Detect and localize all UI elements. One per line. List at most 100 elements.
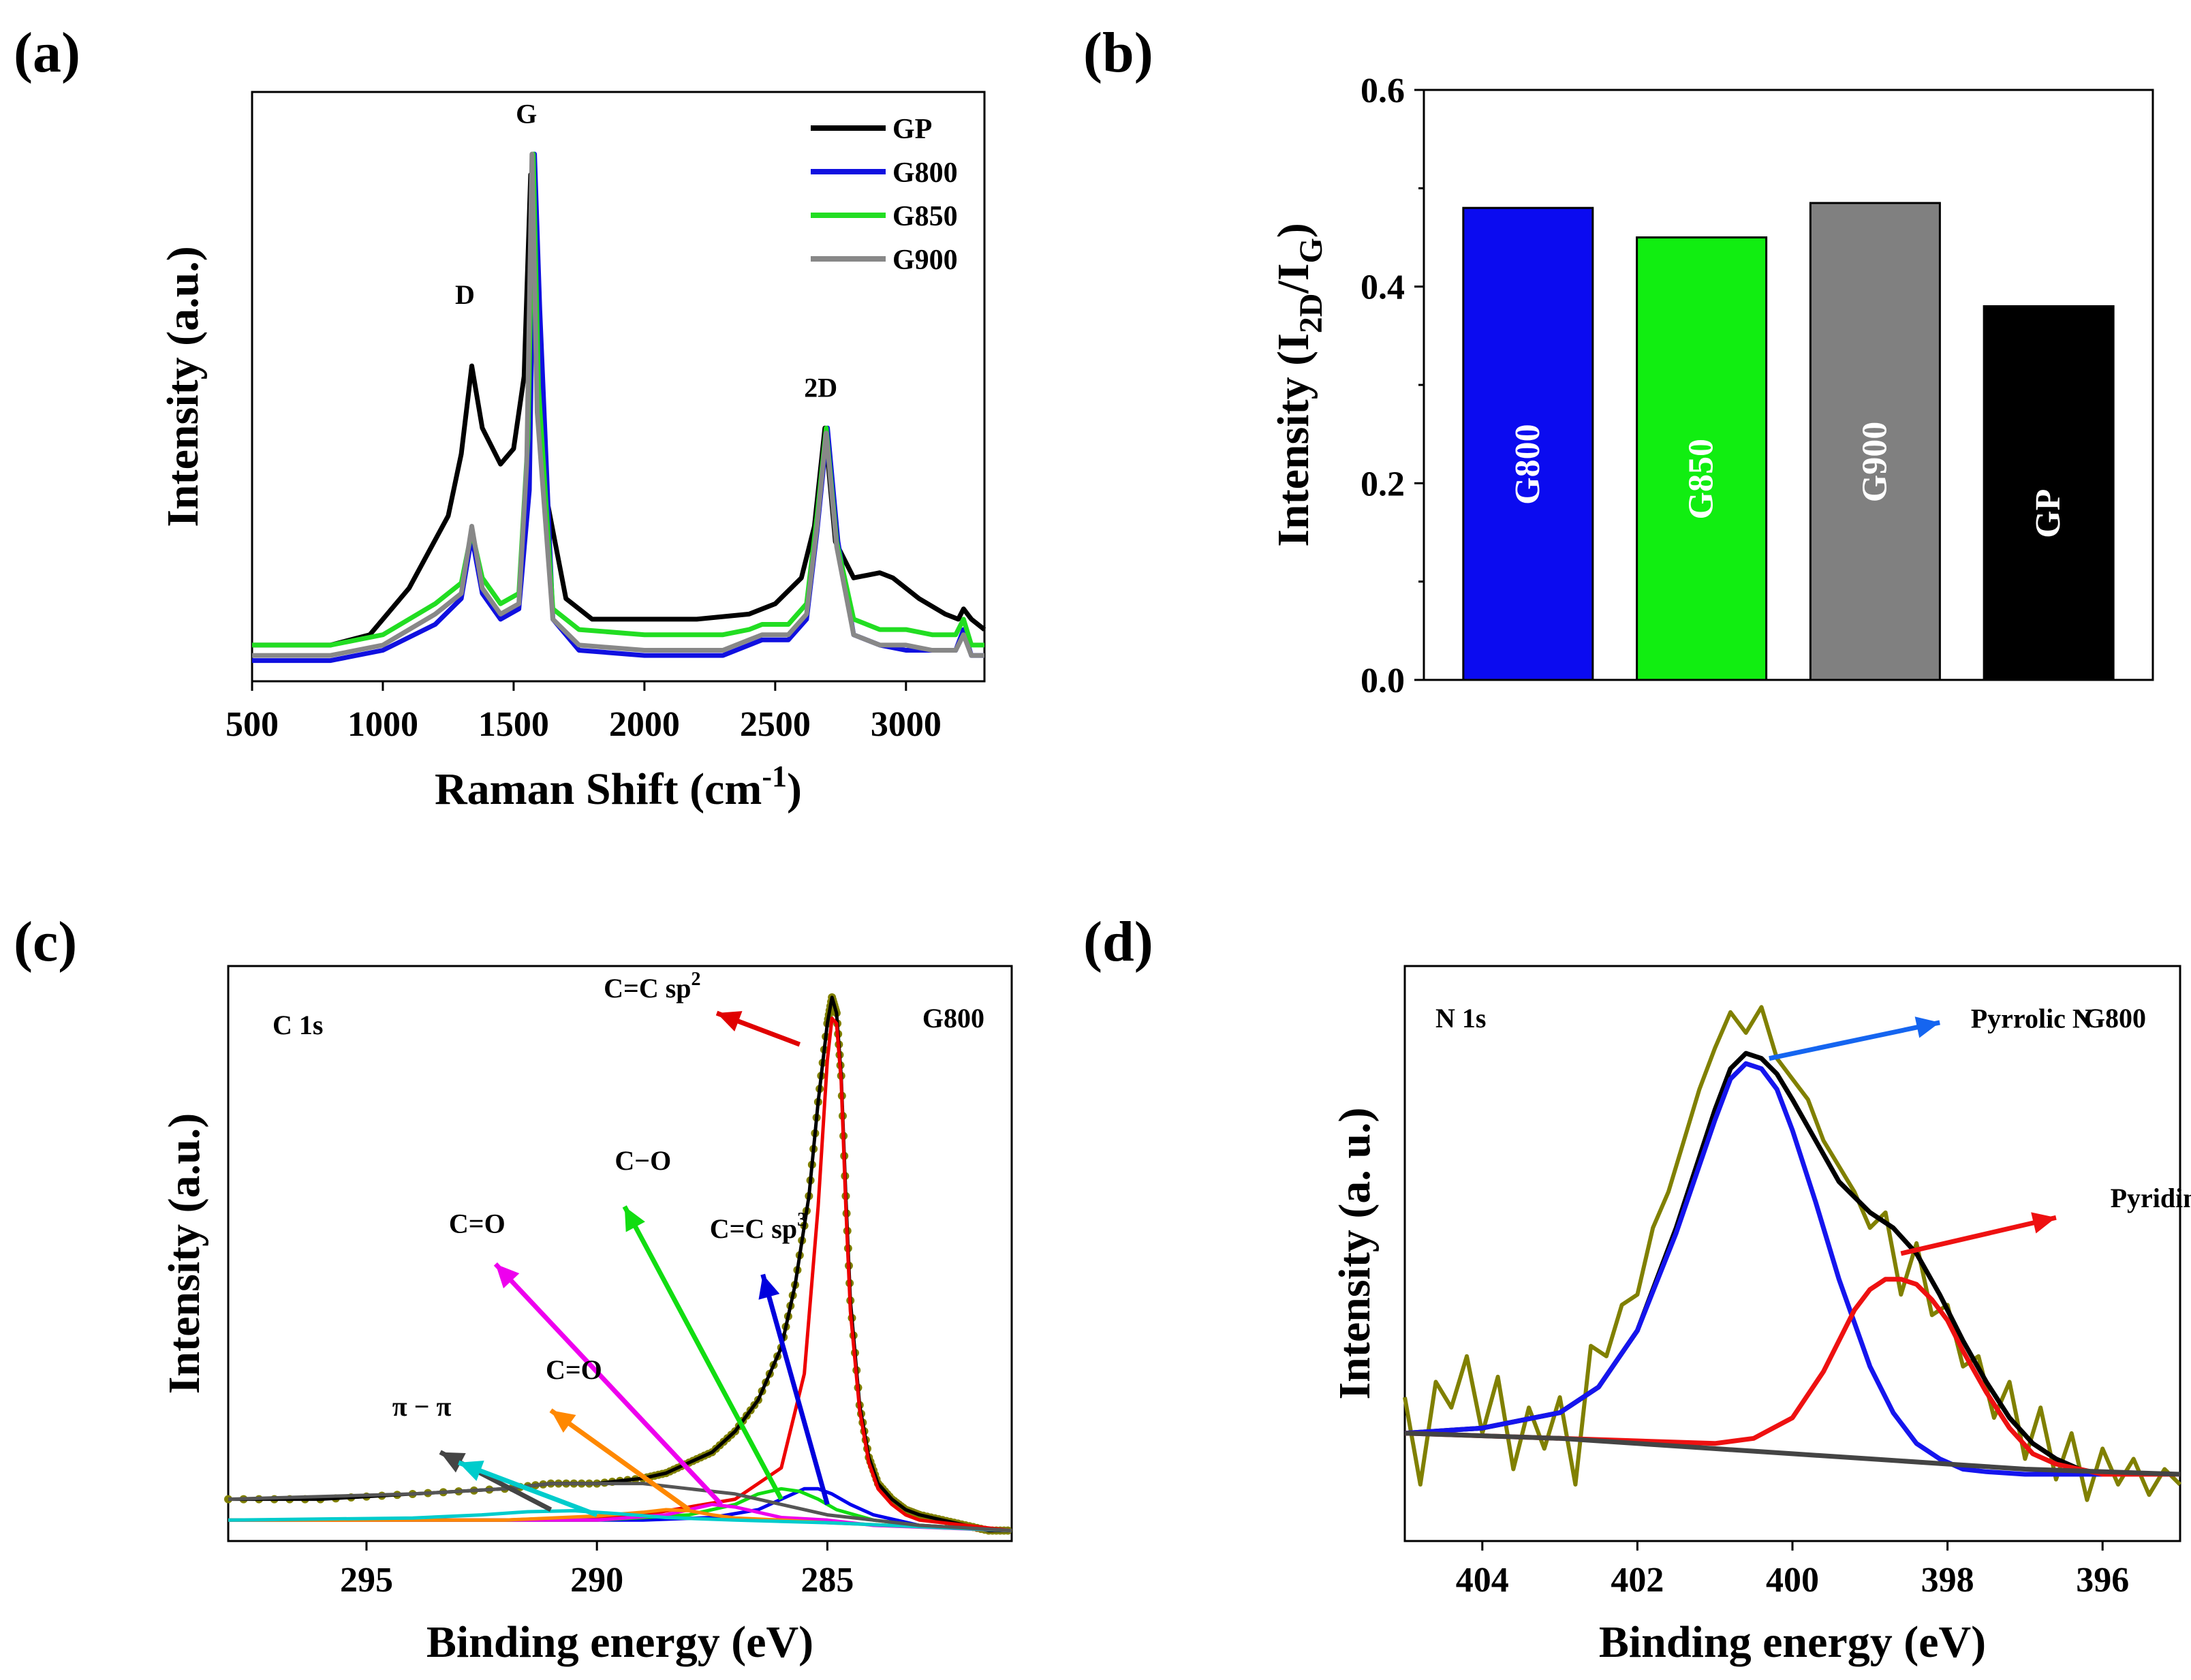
x-axis-title: Binding energy (eV) [1599, 1617, 1986, 1667]
y-axis-title-end: ) [1269, 223, 1318, 238]
y-tick-label: 0.4 [1361, 268, 1405, 307]
series-line-c-c-sp2 [228, 1016, 1012, 1533]
y-tick-label: 0.6 [1361, 72, 1405, 110]
panel-label-a: (a) [14, 21, 80, 84]
component-label-1: C−O [615, 1145, 671, 1176]
legend-label-g900: G900 [892, 245, 958, 276]
peak-label-2d: 2D [804, 373, 837, 403]
x-axis-title-main: Raman Shift (cm [435, 764, 762, 814]
element-label: C 1s [273, 1010, 323, 1040]
legend-label-g800: G800 [892, 157, 958, 189]
component-arrow-2-shaft [493, 1262, 724, 1506]
component-label-1: Pyridinic N [2111, 1183, 2191, 1213]
component-arrow-4-shaft [549, 1408, 691, 1512]
series-line-g800 [252, 151, 984, 664]
x-tick-label: 396 [2076, 1561, 2129, 1600]
series-line-gp [252, 172, 986, 648]
component-label-sup: 2 [692, 969, 701, 990]
component-arrow-4-head [550, 1410, 576, 1433]
series-line-raw [1403, 1005, 2182, 1502]
component-arrow-6-shaft [457, 1460, 598, 1517]
series-line-g900 [252, 151, 984, 658]
x-tick-label: 2000 [609, 705, 680, 744]
component-arrow-6-head [459, 1460, 484, 1481]
bar-g850 [1636, 236, 1768, 681]
bar-g900 [1809, 202, 1941, 681]
series-line-envelope [1404, 1051, 2180, 1477]
component-label-text: C=O [449, 1208, 506, 1239]
x-tick-label: 2500 [740, 705, 811, 744]
element-label: N 1s [1435, 1003, 1486, 1033]
component-label-3: C=C sp3 [710, 1209, 807, 1244]
sample-label: G800 [2084, 1003, 2146, 1033]
peak-label-g: G [516, 99, 537, 129]
y-tick-label: 0.0 [1361, 662, 1405, 700]
panel-label-d: (d) [1083, 910, 1153, 974]
x-tick-label: 500 [226, 705, 279, 744]
component-label-sup: 3 [797, 1209, 807, 1230]
component-arrow-0-head [717, 1011, 743, 1032]
y-axis-title-sub2: G [1293, 238, 1329, 263]
panel-label-b: (b) [1083, 21, 1153, 84]
component-arrow-1-shaft [622, 1205, 783, 1501]
component-arrow-0-head [1914, 1016, 1940, 1038]
y-axis-title: Intensity (a. u.) [1330, 1107, 1380, 1399]
component-label-0: Pyrrolic N [1971, 1003, 2092, 1033]
x-tick-label: 400 [1766, 1561, 1819, 1600]
component-arrow-3-shaft [760, 1273, 830, 1506]
series-line-pyrrolic-n [1404, 1061, 2180, 1477]
component-arrow-1-shaft [1900, 1215, 2057, 1256]
component-arrow-1-head [624, 1206, 645, 1232]
component-label-0: C=C sp2 [604, 969, 700, 1004]
bar-g800 [1462, 206, 1594, 681]
component-label-text: C=C sp [604, 973, 691, 1004]
x-axis-title-end: ) [787, 764, 802, 814]
intensity-ratio-bar-chart: 0.0 0.2 0.4 0.6 G800 G850 G900 GP Intensity (I2D… [1269, 72, 2154, 700]
y-axis-title-sub1: 2D [1293, 294, 1329, 334]
legend-label-gp: GP [892, 114, 932, 145]
y-axis-title-main: Intensity (I [1269, 333, 1318, 547]
sample-label: G800 [922, 1003, 984, 1033]
x-axis-title: Binding energy (eV) [426, 1617, 813, 1667]
series-line-c-c-sp3 [228, 1487, 1012, 1533]
x-tick-label: 1500 [478, 705, 549, 744]
series-line-envelope [228, 995, 1012, 1533]
y-tick-label: 0.2 [1361, 465, 1405, 503]
x-tick-label: 285 [801, 1561, 854, 1600]
y-axis-title: Intensity (I2D/IG) [1269, 223, 1329, 547]
y-axis-title: Intensity (a.u.) [158, 246, 208, 527]
bar-gp [1983, 305, 2115, 681]
legend-label-g850: G850 [892, 201, 958, 232]
series-line-pyridinic-n [1404, 1277, 2180, 1477]
x-axis-title: Raman Shift (cm-1) [435, 760, 802, 814]
series-line-baseline [1404, 1431, 2181, 1477]
plot-frame [227, 965, 1013, 1542]
component-label-4: C=O [546, 1354, 602, 1385]
x-tick-label: 402 [1611, 1561, 1664, 1600]
x-tick-label: 295 [340, 1561, 393, 1600]
x-tick-label: 404 [1456, 1561, 1509, 1600]
component-label-text: C=O [546, 1354, 602, 1385]
component-label-5: π − π [392, 1391, 452, 1422]
bar-label-g900: G900 [1855, 422, 1894, 502]
series-line-- [228, 1509, 1012, 1533]
x-tick-label: 290 [570, 1561, 623, 1600]
peak-label-d: D [455, 279, 475, 310]
x-tick-label: 398 [1921, 1561, 1974, 1600]
bar-label-gp: GP [2029, 489, 2068, 538]
x-tick-label: 1000 [347, 705, 418, 744]
component-label-2: C=O [449, 1208, 506, 1239]
component-label-text: C−O [615, 1145, 671, 1176]
component-label-text: π − π [392, 1391, 452, 1422]
y-axis-title-mid: /I [1269, 264, 1318, 294]
series-points-raw [224, 993, 1012, 1535]
component-arrow-5-head [440, 1452, 466, 1473]
bar-label-g800: G800 [1508, 424, 1547, 504]
component-label-text: C=C sp [710, 1213, 797, 1244]
bar-label-g850: G850 [1682, 439, 1721, 519]
plot-frame [251, 91, 986, 683]
y-axis-title: Intensity (a.u.) [159, 1113, 209, 1395]
panel-label-c: (c) [14, 910, 77, 974]
